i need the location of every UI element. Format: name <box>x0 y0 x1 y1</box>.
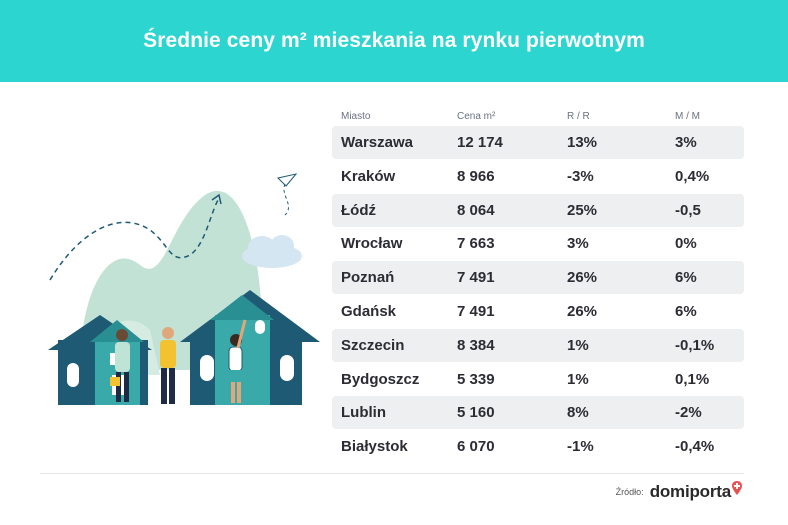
cell-yoy: 8% <box>567 404 589 422</box>
cell-yoy: 13% <box>567 134 598 151</box>
table-row: Lublin 5 160 8% -2% <box>332 396 744 430</box>
brand-name: domiporta <box>649 482 732 501</box>
cell-mom: -0,5 <box>675 201 701 219</box>
cell-mom: 0,1% <box>675 370 710 388</box>
cell-yoy: 25% <box>567 201 598 219</box>
cell-price: 8 064 <box>457 201 495 219</box>
cell-yoy: 26% <box>567 302 598 320</box>
cell-city: Białystok <box>341 438 408 456</box>
cell-price: 5 339 <box>457 370 495 388</box>
cell-mom: 6% <box>675 302 697 320</box>
cell-city: Lublin <box>341 404 386 422</box>
dashed-arrow <box>49 199 219 281</box>
cell-price: 12 174 <box>457 134 503 151</box>
arrow-head-icon <box>211 193 222 205</box>
cell-price: 5 160 <box>457 404 495 422</box>
cell-price: 7 491 <box>457 269 495 287</box>
table-row: Warszawa 12 174 13% 3% <box>332 126 744 159</box>
header-price: Cena m² <box>457 110 496 122</box>
cell-price: 7 491 <box>457 302 495 320</box>
cell-city: Wrocław <box>341 235 403 253</box>
table-row: Szczecin 8 384 1% -0,1% <box>332 328 744 362</box>
cell-city: Gdańsk <box>341 302 397 320</box>
cell-yoy: -1% <box>567 438 594 456</box>
footer: Źródło: domiporta <box>615 481 742 502</box>
cloud-icon <box>242 235 302 268</box>
woman-figure <box>228 319 247 403</box>
cell-mom: 3% <box>675 134 697 151</box>
cell-price: 8 384 <box>457 336 495 354</box>
header-mom: M / M <box>675 110 700 122</box>
cell-mom: -2% <box>675 404 702 422</box>
man-figure <box>110 329 130 402</box>
cell-city: Łódź <box>341 201 376 219</box>
cell-yoy: -3% <box>567 167 594 185</box>
source-label: Źródło: <box>615 487 644 497</box>
cell-price: 6 070 <box>457 438 495 456</box>
paper-plane-icon <box>277 173 298 216</box>
cell-mom: 6% <box>675 269 697 287</box>
cell-mom: 0% <box>675 235 697 253</box>
cell-city: Warszawa <box>341 134 413 151</box>
table-row: Poznań 7 491 26% 6% <box>332 261 744 295</box>
cell-yoy: 1% <box>567 336 589 354</box>
table-row: Wrocław 7 663 3% 0% <box>332 227 744 260</box>
cell-mom: -0,4% <box>675 438 715 456</box>
cell-city: Kraków <box>341 167 396 185</box>
domiporta-logo: domiporta <box>649 481 742 502</box>
price-table: Miasto Cena m² R / R M / M Warszawa 12 1… <box>332 106 744 464</box>
header-banner: Średnie ceny m² mieszkania na rynku pier… <box>0 0 788 82</box>
cell-yoy: 1% <box>567 370 589 388</box>
location-pin-icon <box>732 481 742 495</box>
table-row: Kraków 8 966 -3% 0,4% <box>332 160 744 193</box>
footer-divider <box>40 473 744 474</box>
houses-illustration <box>48 173 320 405</box>
page-title: Średnie ceny m² mieszkania na rynku pier… <box>143 29 645 52</box>
left-house <box>48 315 152 405</box>
cell-city: Poznań <box>341 269 395 287</box>
table-row: Gdańsk 7 491 26% 6% <box>332 295 744 328</box>
cell-mom: 0,4% <box>675 167 710 185</box>
cell-price: 8 966 <box>457 167 495 185</box>
table-row: Bydgoszcz 5 339 1% 0,1% <box>332 363 744 396</box>
cell-yoy: 26% <box>567 269 598 287</box>
cell-city: Bydgoszcz <box>341 370 420 388</box>
table-header: Miasto Cena m² R / R M / M <box>332 106 744 126</box>
table-row: Łódź 8 064 25% -0,5 <box>332 193 744 227</box>
cell-city: Szczecin <box>341 336 405 354</box>
cell-yoy: 3% <box>567 235 589 253</box>
header-city: Miasto <box>341 110 371 122</box>
cell-price: 7 663 <box>457 235 495 253</box>
header-yoy: R / R <box>567 110 590 122</box>
cell-mom: -0,1% <box>675 336 715 354</box>
table-row: Białystok 6 070 -1% -0,4% <box>332 430 744 463</box>
man-yellow-figure <box>160 327 176 404</box>
